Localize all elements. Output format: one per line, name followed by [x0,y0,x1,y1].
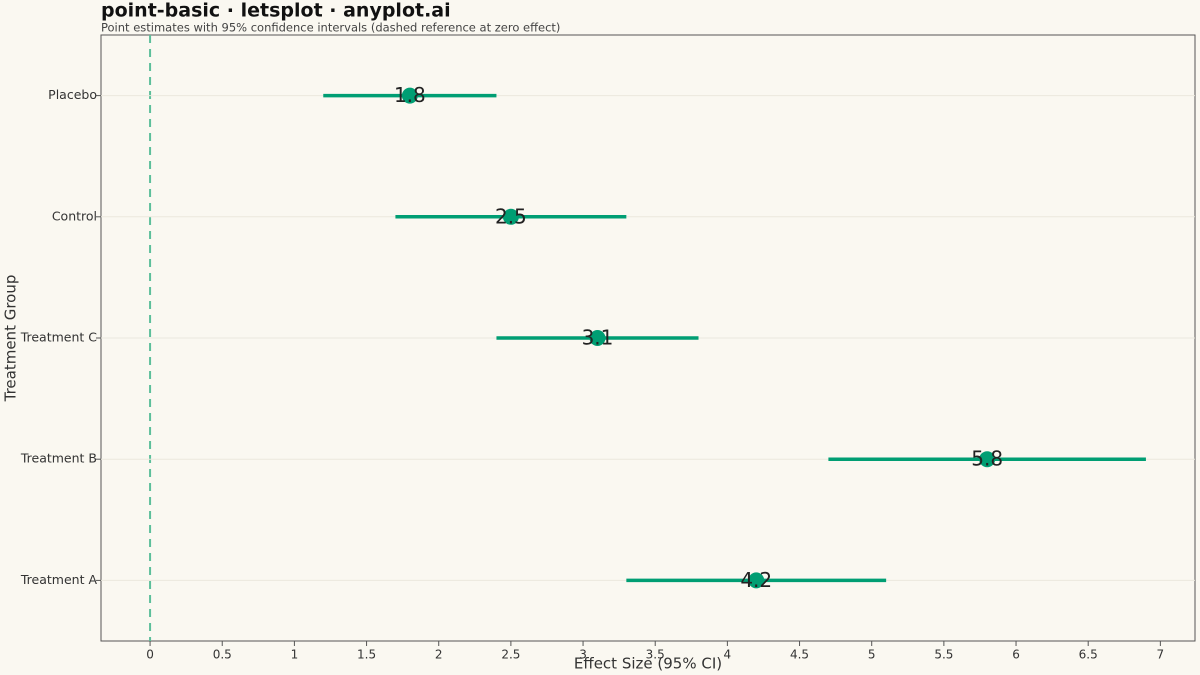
chart-subtitle: Point estimates with 95% confidence inte… [101,21,560,35]
x-tick-label: 3.5 [646,648,665,662]
value-label: 4.2 [740,568,772,592]
x-tick-label: 1.5 [357,648,376,662]
x-tick-label: 1 [291,648,299,662]
chart-title: point-basic · letsplot · anyplot.ai [101,0,451,22]
point-estimate [748,572,765,589]
x-tick-label: 2 [435,648,443,662]
value-label: 5.8 [971,447,1003,471]
x-tick-label: 0 [146,648,154,662]
x-tick-label: 6 [1012,648,1020,662]
x-tick-label: 2.5 [501,648,520,662]
x-tick-label: 6.5 [1079,648,1098,662]
x-tick-label: 0.5 [213,648,232,662]
x-axis-label: Effect Size (95% CI) [574,655,722,673]
y-tick-label: Control [52,208,97,223]
x-tick-label: 7 [1157,648,1165,662]
x-tick-label: 4 [724,648,732,662]
y-tick-label: Treatment A [20,572,98,587]
x-tick-label: 5 [868,648,876,662]
point-estimate [401,87,418,104]
point-estimate [979,451,996,468]
value-label: 1.8 [394,83,426,107]
value-label: 2.5 [495,204,527,228]
x-tick-label: 4.5 [790,648,809,662]
point-estimate [589,330,606,346]
y-tick-label: Treatment C [20,330,98,345]
x-tick-label: 3 [579,648,587,662]
y-tick-label: Treatment B [20,451,97,466]
value-label: 3.1 [582,326,614,350]
y-axis-label: Treatment Group [2,275,20,403]
y-tick-label: Placebo [48,87,97,102]
point-estimate [502,208,519,225]
x-tick-label: 5.5 [934,648,953,662]
